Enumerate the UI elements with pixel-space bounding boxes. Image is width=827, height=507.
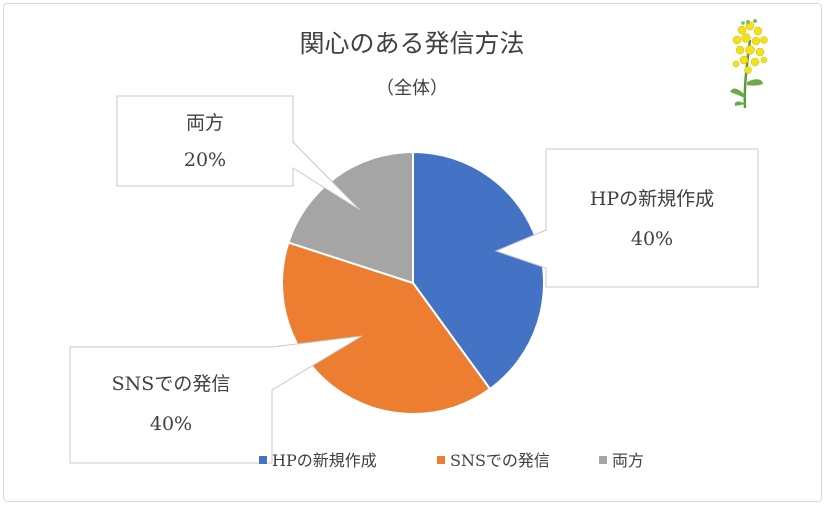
legend-swatch-2: [599, 456, 607, 464]
legend-item-0: HPの新規作成: [259, 451, 377, 470]
chart-title: 関心のある発信方法: [299, 29, 524, 58]
pie-slice-1: [281, 241, 492, 415]
pie-slices: [281, 150, 545, 415]
callout-slice-2: 両方 20%: [116, 95, 361, 211]
callout-category-2: 両方: [186, 112, 224, 134]
legend-item-1: SNSでの発信: [437, 451, 550, 470]
callout-value-1: 40%: [150, 413, 192, 435]
callout-slice-0: HPの新規作成 40%: [494, 148, 759, 288]
legend-label-1: SNSでの発信: [450, 451, 550, 470]
legend-swatch-0: [259, 456, 267, 464]
callout-category-1: SNSでの発信: [112, 373, 231, 395]
pie-slice-2: [287, 150, 414, 285]
rapeseed-flower-icon: [730, 19, 768, 109]
callout-value-0: 40%: [631, 228, 673, 250]
chart-subtitle: （全体）: [376, 78, 448, 99]
callout-category-0: HPの新規作成: [590, 188, 714, 210]
legend-swatch-1: [437, 456, 445, 464]
legend-label-2: 両方: [612, 451, 644, 470]
legend: HPの新規作成 SNSでの発信 両方: [259, 451, 644, 470]
legend-label-0: HPの新規作成: [272, 451, 377, 470]
callout-value-2: 20%: [184, 149, 226, 171]
legend-item-2: 両方: [599, 451, 644, 470]
callout-slice-1: SNSでの発信 40%: [69, 335, 363, 464]
